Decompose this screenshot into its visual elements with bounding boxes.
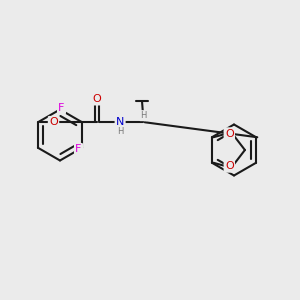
- Text: F: F: [75, 144, 82, 154]
- Text: O: O: [92, 94, 101, 104]
- Text: O: O: [49, 117, 58, 127]
- Text: F: F: [58, 103, 65, 113]
- Text: H: H: [140, 111, 147, 120]
- Text: N: N: [116, 117, 124, 127]
- Text: O: O: [225, 129, 234, 139]
- Text: H: H: [117, 127, 123, 136]
- Text: O: O: [225, 161, 234, 171]
